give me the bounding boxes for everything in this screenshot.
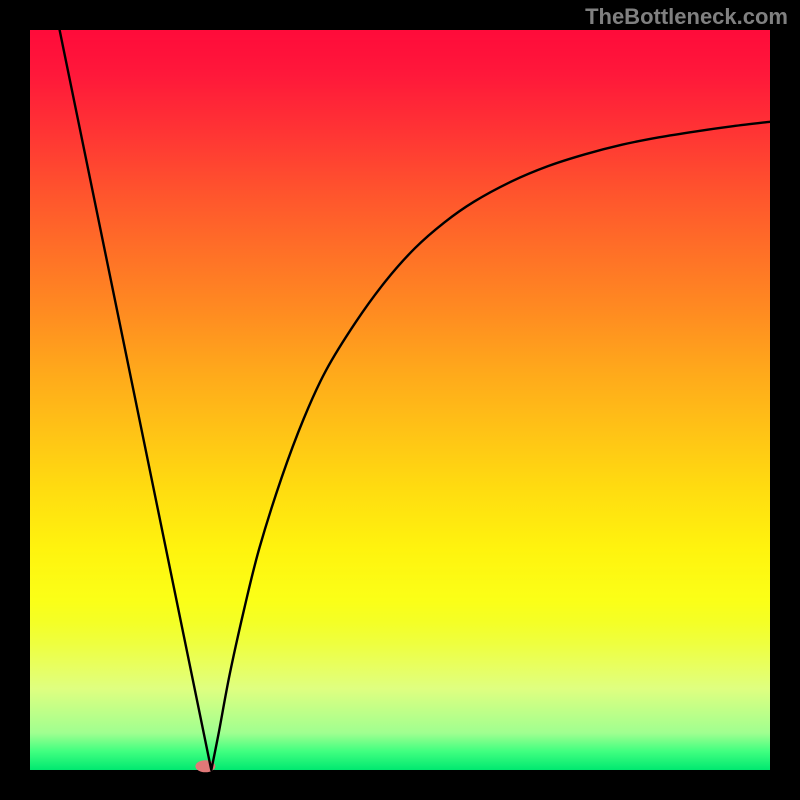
watermark-text: TheBottleneck.com xyxy=(585,4,788,30)
gradient-chart xyxy=(0,0,800,800)
plot-area xyxy=(30,30,770,770)
chart-stage: TheBottleneck.com xyxy=(0,0,800,800)
